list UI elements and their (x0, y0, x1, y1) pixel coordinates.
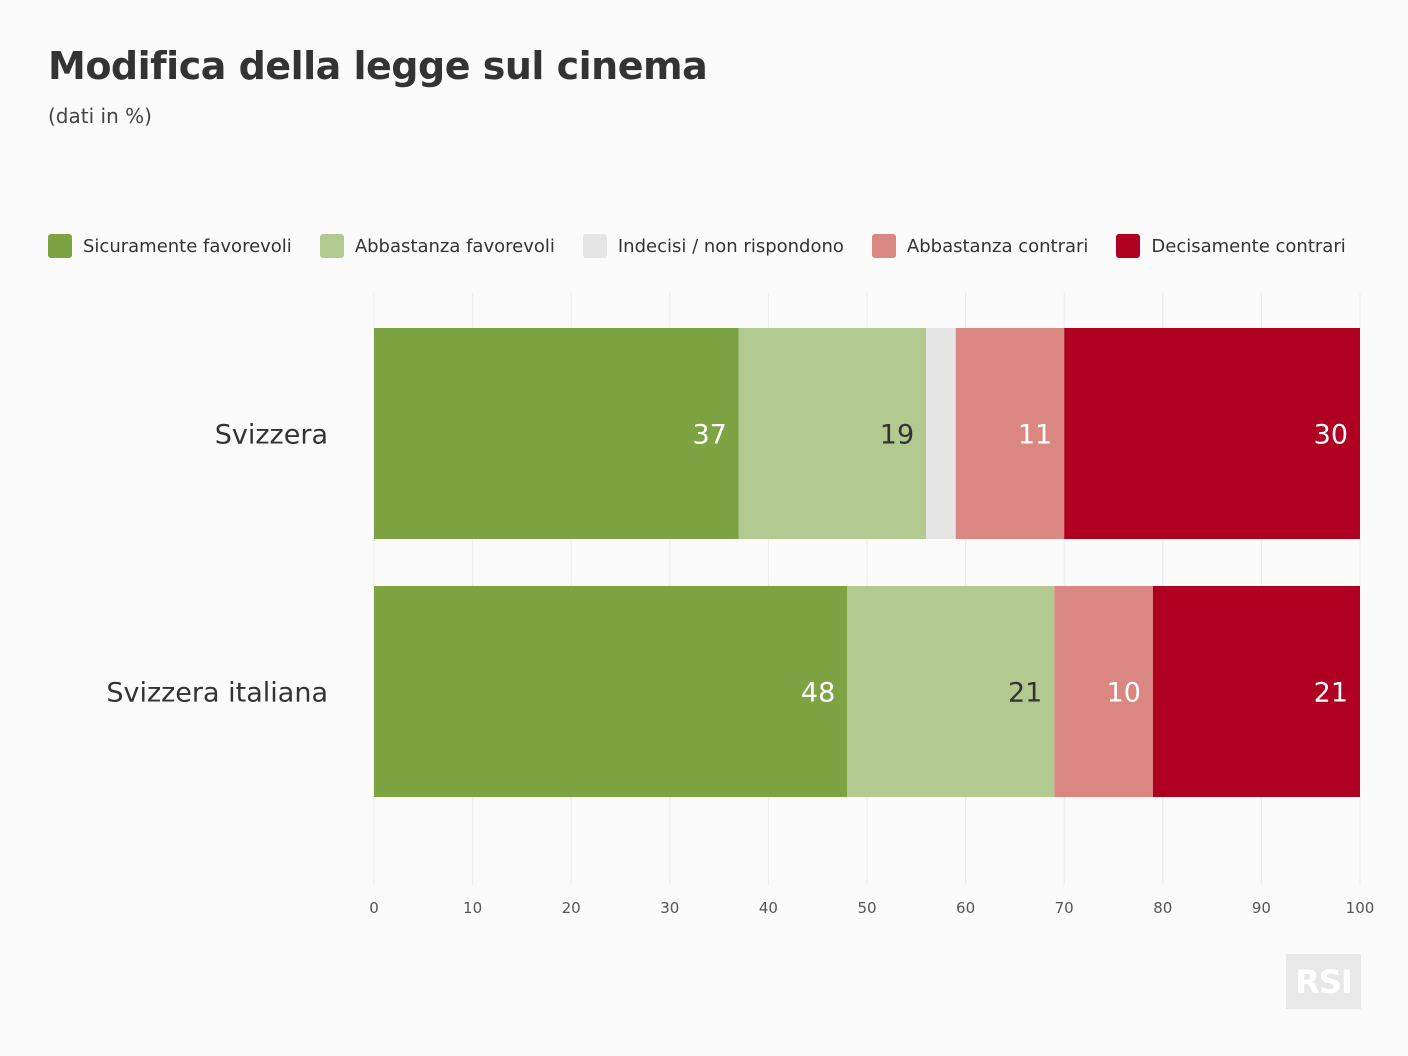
x-tick-label: 10 (463, 899, 482, 917)
bar-segment (847, 586, 1055, 797)
bar-segment (955, 328, 1065, 539)
x-tick-label: 90 (1252, 899, 1271, 917)
legend-label: Indecisi / non rispondono (617, 235, 844, 257)
legend-swatch (48, 234, 72, 258)
category-label: Svizzera italiana (106, 678, 328, 709)
bar-segment (1064, 328, 1360, 539)
legend-label: Abbastanza contrari (906, 235, 1089, 257)
data-label: 19 (880, 420, 914, 451)
legend-label: Abbastanza favorevoli (354, 235, 555, 257)
x-tick-label: 30 (660, 899, 679, 917)
data-label: 30 (1314, 420, 1348, 451)
bar-segment (926, 328, 956, 539)
x-tick-label: 80 (1153, 899, 1172, 917)
legend-label: Decisamente contrari (1151, 235, 1346, 257)
legend-item: Abbastanza contrari (871, 234, 1089, 258)
legend-item: Decisamente contrari (1116, 234, 1346, 258)
data-label: 37 (692, 420, 726, 451)
chart-title: Modifica della legge sul cinema (48, 44, 708, 88)
rsi-logo: RSI (1286, 954, 1361, 1009)
x-tick-label: 100 (1346, 899, 1375, 917)
legend-swatch (319, 234, 344, 258)
data-label: 11 (1018, 420, 1052, 451)
legend-item: Abbastanza favorevoli (319, 234, 555, 258)
bar-segment (374, 328, 739, 539)
x-tick-label: 0 (369, 899, 379, 917)
legend-swatch (1116, 234, 1141, 258)
bar-segment (1152, 586, 1360, 797)
chart-subtitle: (dati in %) (48, 104, 152, 128)
x-tick-label: 70 (1055, 899, 1074, 917)
bar-segment (738, 328, 927, 539)
legend-item: Indecisi / non rispondono (582, 234, 844, 258)
legend-swatch (871, 234, 896, 258)
legend-label: Sicuramente favorevoli (83, 235, 292, 257)
data-label: 10 (1107, 678, 1141, 709)
x-tick-label: 50 (857, 899, 876, 917)
data-label: 21 (1314, 678, 1348, 709)
x-tick-label: 20 (562, 899, 581, 917)
legend-swatch (582, 234, 607, 258)
data-label: 48 (801, 678, 835, 709)
legend: Sicuramente favorevoli Abbastanza favore… (48, 234, 1374, 258)
legend-item: Sicuramente favorevoli (48, 234, 292, 258)
x-tick-label: 40 (759, 899, 778, 917)
bar-segment (374, 586, 848, 797)
x-tick-label: 60 (956, 899, 975, 917)
category-label: Svizzera (215, 420, 328, 451)
data-label: 21 (1008, 678, 1042, 709)
bar-segment (1054, 586, 1153, 797)
